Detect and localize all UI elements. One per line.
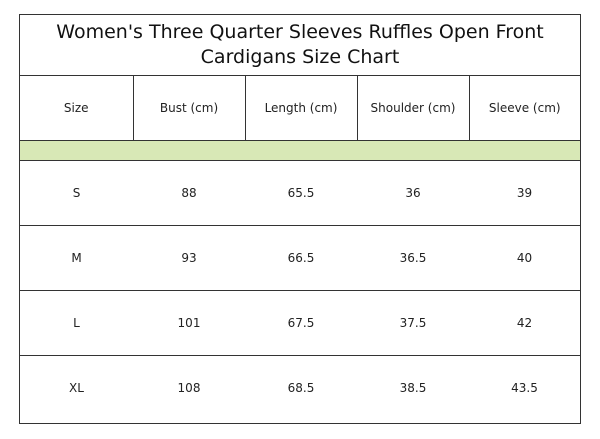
bust-cell: 101: [133, 290, 245, 356]
green-band: [20, 140, 580, 161]
bust-cell: 108: [177, 381, 201, 395]
length-cell: 65.5: [245, 160, 357, 226]
table-row: L 101 67.5 37.5 42: [20, 290, 580, 356]
shoulder-cell: 36: [357, 160, 469, 226]
title-line-1: Women's Three Quarter Sleeves Ruffles Op…: [56, 21, 544, 43]
column-header-size: Size: [20, 76, 134, 141]
size-cell: L: [20, 290, 133, 356]
size-chart-title: Women's Three Quarter Sleeves Ruffles Op…: [20, 15, 580, 76]
sleeve-cell: 42: [469, 290, 580, 356]
length-cell: 67.5: [245, 290, 357, 356]
shoulder-cell: 37.5: [357, 290, 469, 356]
separator-band: [20, 140, 580, 161]
shoulder-cell: 38.5: [399, 381, 427, 395]
size-table: Size Bust (cm) Length (cm) Shoulder (cm)…: [20, 76, 580, 420]
table-row: M 93 66.5 36.5 40: [20, 225, 580, 291]
shoulder-cell: 36.5: [357, 225, 469, 291]
sleeve-cell: 39: [469, 160, 580, 226]
table-header-row: Size Bust (cm) Length (cm) Shoulder (cm)…: [20, 76, 580, 141]
table-row: S 88 65.5 36 39: [20, 160, 580, 226]
sleeve-cell: 43.5: [511, 381, 538, 395]
column-header-shoulder: Shoulder (cm): [357, 76, 470, 141]
column-header-length: Length (cm): [245, 76, 358, 141]
size-cell: S: [20, 160, 133, 226]
size-cell: XL: [69, 381, 84, 395]
table-row: XL 108 68.5 38.5 43.5: [20, 356, 580, 421]
column-header-sleeve: Sleeve (cm): [469, 76, 580, 141]
size-cell: M: [20, 225, 133, 291]
length-cell: 66.5: [245, 225, 357, 291]
title-line-2: Cardigans Size Chart: [200, 46, 400, 68]
length-cell: 68.5: [287, 381, 315, 395]
bust-cell: 93: [133, 225, 245, 291]
size-chart: Women's Three Quarter Sleeves Ruffles Op…: [19, 14, 581, 424]
sleeve-cell: 40: [469, 225, 580, 291]
column-header-bust: Bust (cm): [133, 76, 246, 141]
bust-cell: 88: [133, 160, 245, 226]
